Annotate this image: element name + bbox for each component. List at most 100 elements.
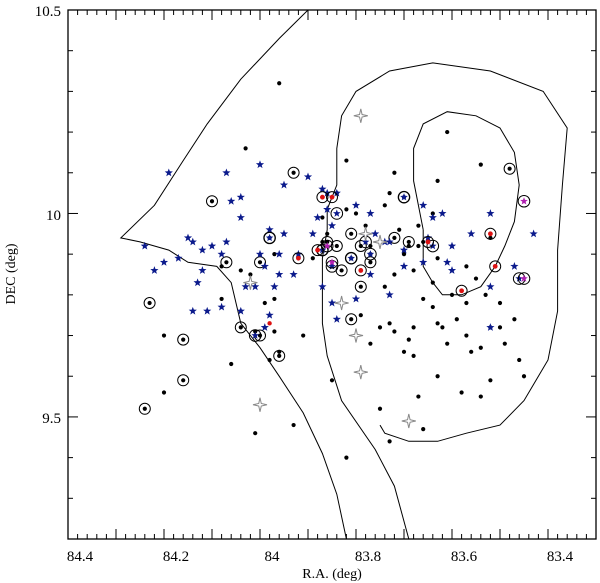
black-dot bbox=[430, 304, 435, 310]
black-dot bbox=[430, 280, 435, 285]
black-dot bbox=[238, 268, 243, 273]
black-dot bbox=[229, 361, 234, 367]
blue-star bbox=[438, 209, 447, 217]
blue-star bbox=[270, 282, 279, 291]
x-tick-label: 83.6 bbox=[451, 549, 478, 565]
black-dot bbox=[435, 256, 440, 261]
blue-star bbox=[371, 229, 380, 238]
blue-star bbox=[222, 168, 231, 177]
blue-star bbox=[318, 282, 327, 291]
black-dot bbox=[344, 455, 349, 460]
blue-star bbox=[303, 172, 313, 181]
black-dot bbox=[382, 284, 387, 289]
blue-star bbox=[294, 249, 303, 258]
x-tick-label: 83.4 bbox=[547, 549, 574, 565]
black-dot bbox=[368, 341, 373, 346]
black-dot bbox=[497, 300, 503, 306]
blue-star bbox=[203, 306, 212, 315]
black-dot bbox=[435, 321, 440, 326]
blue-star bbox=[419, 201, 428, 209]
circled-red-dot bbox=[484, 227, 497, 240]
black-dot bbox=[392, 272, 397, 277]
black-dot bbox=[469, 349, 474, 354]
black-dot bbox=[382, 203, 387, 208]
circled-blue-star bbox=[344, 251, 358, 265]
blue-star bbox=[279, 180, 289, 189]
black-dot bbox=[161, 390, 167, 395]
black-dot bbox=[445, 341, 450, 346]
blue-star bbox=[251, 282, 260, 291]
black-dot bbox=[411, 353, 416, 358]
blue-star bbox=[289, 270, 298, 278]
black-dot bbox=[277, 81, 282, 86]
circled-black-dot bbox=[177, 333, 190, 346]
circled-red-dot bbox=[316, 191, 329, 204]
black-dot bbox=[435, 374, 440, 379]
blue-star bbox=[198, 266, 207, 274]
black-dot bbox=[344, 158, 349, 163]
black-dot bbox=[325, 231, 330, 236]
blue-star bbox=[188, 306, 197, 315]
blue-star bbox=[260, 323, 269, 331]
black-dot bbox=[483, 292, 488, 297]
plot-frame bbox=[67, 9, 597, 540]
blue-star bbox=[399, 245, 409, 254]
blue-star bbox=[323, 188, 332, 197]
circled-black-dot bbox=[345, 227, 358, 240]
black-dot bbox=[488, 378, 493, 383]
blue-star bbox=[198, 245, 207, 254]
blue-star bbox=[428, 213, 437, 222]
black-dot bbox=[320, 215, 325, 220]
blue-star bbox=[164, 168, 173, 177]
circled-red-dot bbox=[292, 252, 305, 265]
open-four-point-star bbox=[252, 397, 268, 412]
blue-star bbox=[183, 233, 193, 242]
blue-star bbox=[327, 298, 337, 307]
black-dot bbox=[387, 321, 392, 326]
black-dot bbox=[392, 329, 397, 334]
black-dot bbox=[262, 300, 267, 306]
contour-lines bbox=[119, 10, 568, 539]
blue-star bbox=[423, 233, 433, 242]
x-tick-label: 84.2 bbox=[163, 549, 189, 565]
blue-star bbox=[140, 241, 149, 250]
blue-star bbox=[467, 229, 476, 238]
blue-star bbox=[351, 201, 361, 209]
open-four-point-star bbox=[334, 295, 349, 311]
black-dot bbox=[497, 325, 503, 330]
x-axis-label: R.A. (deg) bbox=[302, 567, 362, 582]
blue-star bbox=[260, 262, 269, 270]
circled-black-dot bbox=[143, 296, 156, 309]
circled-magenta-star bbox=[320, 239, 334, 253]
blue-star bbox=[217, 302, 226, 311]
black-dot bbox=[416, 394, 421, 399]
blue-star bbox=[385, 290, 394, 299]
black-dot bbox=[272, 252, 277, 257]
black-dot bbox=[435, 178, 440, 184]
black-dot bbox=[387, 191, 392, 196]
blue-star bbox=[366, 270, 375, 278]
black-dot bbox=[377, 406, 383, 411]
blue-star bbox=[236, 306, 245, 315]
open-four-point-star bbox=[358, 226, 373, 241]
blue-star bbox=[399, 262, 409, 270]
blue-star bbox=[351, 294, 361, 303]
black-dot bbox=[392, 170, 397, 175]
circled-red-dot bbox=[354, 264, 367, 277]
blue-star bbox=[318, 184, 327, 193]
blue-star bbox=[159, 257, 169, 266]
black-dot bbox=[478, 345, 483, 350]
blue-star bbox=[150, 266, 159, 274]
black-dot bbox=[421, 296, 426, 302]
black-dot bbox=[329, 378, 335, 383]
circled-red-dot bbox=[422, 235, 434, 248]
x-tick-label: 83.8 bbox=[355, 549, 381, 565]
circled-black-dot bbox=[364, 256, 377, 269]
y-tick-label: 10 bbox=[46, 208, 61, 224]
black-dot bbox=[219, 264, 224, 269]
blue-star bbox=[193, 278, 202, 287]
blue-star bbox=[255, 249, 265, 258]
black-dot bbox=[478, 394, 483, 399]
blue-star bbox=[265, 225, 274, 234]
black-dot bbox=[248, 272, 253, 277]
